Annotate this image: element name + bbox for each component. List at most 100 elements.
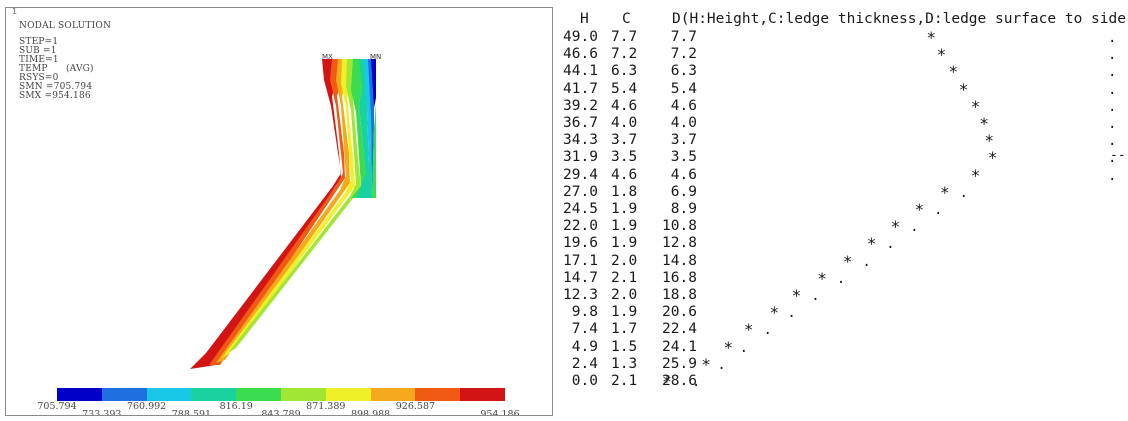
plot-star: * — [936, 45, 947, 65]
plot-star: * — [842, 251, 853, 271]
band-blue — [371, 59, 376, 108]
table-cell-c: 7.2 — [611, 46, 638, 63]
table-cell-h: 4.9 — [563, 338, 598, 355]
plot-star: * — [890, 217, 901, 237]
info-temp: TEMP (AVG) — [19, 64, 94, 74]
table-cell-h: 27.0 — [563, 183, 598, 200]
plot-star: * — [743, 320, 754, 340]
table-cell-c: 3.7 — [611, 132, 638, 149]
colorbar-swatch — [325, 388, 372, 401]
table-cell-d: 4.6 — [662, 166, 697, 183]
table-cell-c: 3.5 — [611, 149, 638, 166]
plot-dot: . — [811, 288, 820, 304]
plot-dot: . — [886, 236, 895, 253]
table-cell-c: 2.1 — [611, 269, 638, 286]
plot-star: * — [791, 286, 802, 305]
plot-star: * — [979, 114, 989, 133]
plot-dot: . — [1108, 30, 1117, 46]
table-cell-c: 1.7 — [611, 321, 638, 338]
colorbar-label-bottom: 788.591 — [171, 409, 212, 416]
plot-star: * — [984, 131, 994, 151]
band-orange — [209, 59, 345, 365]
plot-dot: . — [1108, 81, 1117, 98]
window-index: 1 — [12, 7, 18, 16]
header-h: H — [580, 11, 589, 27]
table-cell-c: 2.0 — [611, 252, 638, 269]
plot-dot: . — [691, 374, 701, 390]
colorbar-swatch — [146, 388, 192, 401]
plot-dash: -- — [1110, 148, 1126, 164]
table-cell-d: 5.4 — [662, 80, 697, 97]
table-cell-d: 4.0 — [662, 115, 697, 131]
plot-dot: . — [836, 270, 846, 287]
plot-star: * — [948, 62, 959, 82]
info-smx: SMX =954.186 — [19, 91, 91, 101]
colorbar-swatch — [370, 388, 416, 401]
plot-dot: . — [1108, 64, 1117, 81]
plot-star: * — [914, 200, 925, 219]
table-cell-d: 7.7 — [662, 29, 697, 45]
table-cell-d: 6.3 — [662, 63, 697, 80]
band-light-green — [228, 59, 361, 353]
plot-dot: . — [862, 253, 871, 270]
table-cell-h: 46.6 — [563, 46, 598, 63]
info-time: TIME=1 — [19, 55, 59, 65]
colorbar-label-bottom: 843.789 — [261, 409, 301, 416]
table-cell-c: 1.9 — [611, 235, 638, 252]
plot-dot: . — [1108, 116, 1117, 132]
colorbar-label-top: 760.992 — [126, 401, 167, 412]
plot-star: * — [970, 165, 981, 185]
table-cell-d: 8.9 — [662, 201, 697, 217]
table-cell-h: 39.2 — [563, 97, 598, 114]
info-rsys: RSYS=0 — [19, 73, 59, 83]
plot-dot: . — [717, 356, 726, 373]
table-cell-d: 20.6 — [662, 304, 697, 321]
table-cell-d: 10.8 — [662, 218, 697, 235]
table-cell-h: 2.4 — [563, 355, 598, 372]
table-cell-d: 22.4 — [662, 321, 697, 338]
plot-star: * — [817, 268, 827, 288]
plot-star: * — [940, 182, 950, 202]
plot-dot: . — [787, 305, 796, 322]
table-cell-d: 18.8 — [662, 287, 697, 303]
band-green — [351, 59, 368, 198]
table-cell-h: 17.1 — [563, 252, 598, 269]
info-sub: SUB =1 — [19, 46, 57, 56]
plot-dot: . — [910, 219, 919, 236]
colorbar-swatch — [101, 388, 148, 401]
table-cell-c: 1.9 — [611, 201, 638, 217]
ledge-block — [351, 103, 376, 198]
table-cell-d: 3.7 — [662, 132, 697, 149]
plot-star: * — [662, 372, 672, 391]
table-cell-h: 44.1 — [563, 63, 598, 80]
plot-star: * — [958, 79, 969, 99]
table-cell-c: 4.0 — [611, 115, 638, 131]
table-cell-h: 19.6 — [563, 235, 598, 252]
info-smn: SMN =705.794 — [19, 82, 93, 92]
info-step: STEP=1 — [19, 37, 59, 47]
colorbar-label-top: 816.19 — [219, 401, 253, 412]
colorbar-swatch — [281, 388, 327, 401]
table-cell-h: 36.7 — [563, 115, 598, 131]
table-cell-c: 6.3 — [611, 63, 638, 80]
plot-star: * — [970, 96, 981, 116]
plot-dot: . — [1108, 47, 1117, 64]
plot-star: * — [926, 28, 937, 47]
plot-dot: . — [933, 202, 943, 218]
colorbar-label-top: 705.794 — [37, 401, 77, 412]
colorbar-label-top: 926.587 — [395, 401, 436, 412]
colorbar-label-top: 871.389 — [306, 401, 346, 412]
table-cell-d: 12.8 — [662, 235, 697, 252]
table-cell-h: 24.5 — [563, 201, 598, 217]
table-cell-d: 6.9 — [662, 183, 697, 200]
plot-star: * — [723, 337, 734, 357]
table-cell-c: 1.3 — [611, 355, 638, 372]
header-d: D(H:Height,C:ledge thickness,D:ledge sur… — [672, 11, 1128, 27]
colorbar-swatch — [191, 388, 237, 401]
table-cell-d: 28.6 — [662, 373, 697, 389]
plot-star: * — [987, 148, 998, 168]
table-cell-c: 1.9 — [611, 304, 638, 321]
table-cell-h: 22.0 — [563, 218, 598, 235]
table-cell-d: 3.5 — [662, 149, 697, 166]
plot-dot: . — [763, 322, 772, 339]
